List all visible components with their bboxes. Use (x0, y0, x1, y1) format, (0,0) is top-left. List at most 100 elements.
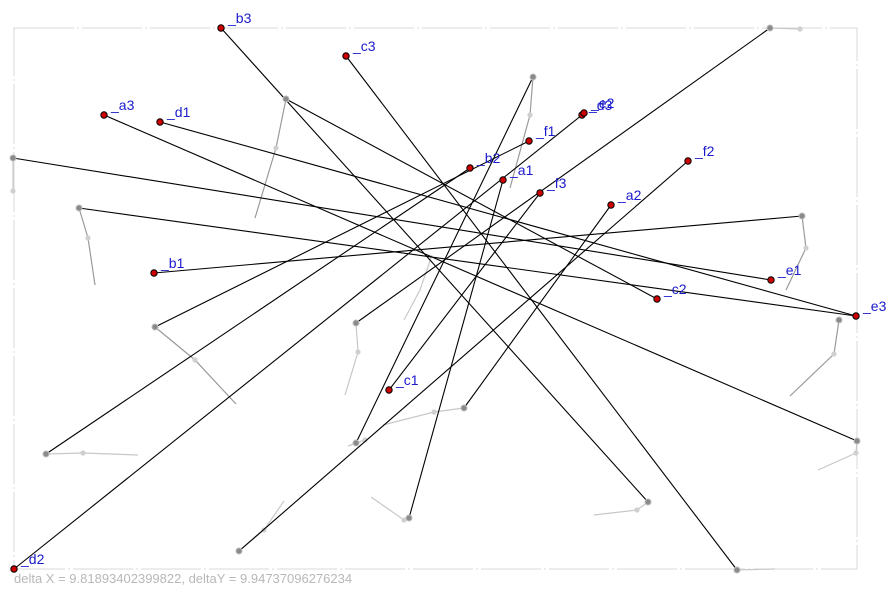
segment-14[interactable] (355, 76, 534, 444)
ghost-dot-14 (401, 517, 407, 523)
point-e3[interactable] (852, 312, 860, 320)
segment-1[interactable] (220, 27, 649, 503)
node-g2[interactable] (282, 95, 290, 103)
point-d2[interactable] (10, 565, 18, 573)
point-a1[interactable] (499, 176, 507, 184)
segment-13[interactable] (355, 27, 771, 324)
point-label-d2: _d2 (20, 551, 45, 567)
node-g13[interactable] (42, 450, 50, 458)
point-b1[interactable] (150, 269, 158, 277)
ghost-trail-5 (785, 215, 807, 291)
ghost-trail-17 (769, 27, 801, 30)
node-g9[interactable] (352, 319, 360, 327)
point-e1[interactable] (767, 276, 775, 284)
gray-nodes (9, 24, 861, 574)
point-label-d3: _d3 (588, 97, 613, 113)
ghost-dot-13 (634, 507, 640, 513)
node-g12[interactable] (853, 437, 861, 445)
segment-6[interactable] (12, 157, 772, 281)
ghost-dot-3 (10, 188, 16, 194)
frame (13, 27, 858, 570)
point-label-b2: _b2 (476, 150, 501, 166)
node-g17[interactable] (733, 566, 741, 574)
segment-5[interactable] (285, 98, 658, 300)
point-a3[interactable] (100, 111, 108, 119)
point-label-b3: _b3 (227, 10, 252, 26)
ghost-trail-4 (78, 207, 96, 286)
point-e2[interactable] (580, 109, 588, 117)
ghost-dot-7 (831, 351, 837, 357)
point-d1[interactable] (156, 118, 164, 126)
ghost-trail-6 (154, 326, 237, 405)
node-g3[interactable] (529, 73, 537, 81)
ghost-trail-8 (344, 322, 359, 396)
ghost-dot-9 (431, 409, 437, 415)
point-f1[interactable] (525, 137, 533, 145)
segments (12, 27, 858, 571)
node-g16[interactable] (235, 547, 243, 555)
point-label-a2: _a2 (617, 187, 642, 203)
segment-16[interactable] (388, 192, 541, 391)
point-label-a3: _a3 (110, 97, 135, 113)
segment-2[interactable] (345, 55, 738, 571)
ghost-dot-8 (355, 349, 361, 355)
ghost-trail-9 (382, 407, 465, 426)
point-label-c3: _c3 (352, 38, 376, 54)
ghost-trail-11 (817, 440, 858, 471)
segment-7[interactable] (78, 207, 857, 317)
ghost-trail-1 (254, 98, 287, 219)
segment-12[interactable] (238, 160, 689, 552)
ghost-dot-16 (797, 26, 803, 32)
point-label-e3: _e3 (862, 298, 887, 314)
segment-11[interactable] (13, 114, 583, 570)
node-g7[interactable] (151, 323, 159, 331)
point-c3[interactable] (342, 52, 350, 60)
point-label-b1: _b1 (160, 255, 185, 271)
ghost-dot-6 (192, 357, 198, 363)
ghost-trail-7 (789, 319, 840, 397)
ghost-dot-4 (85, 235, 91, 241)
segment-10[interactable] (45, 167, 471, 455)
point-f3[interactable] (536, 189, 544, 197)
point-c2[interactable] (653, 295, 661, 303)
segment-8[interactable] (153, 215, 803, 274)
point-label-f2: _f2 (694, 143, 715, 159)
node-g10[interactable] (460, 404, 468, 412)
node-g11[interactable] (352, 439, 360, 447)
point-a2[interactable] (607, 201, 615, 209)
point-b2[interactable] (466, 164, 474, 172)
point-b3[interactable] (217, 24, 225, 32)
node-g15[interactable] (405, 514, 413, 522)
point-label-a1: _a1 (509, 162, 534, 178)
labeled-points: _a1 _a2 _a3 _b1 _b2 _b3 _c1 _c2 _c3 _d1 _d2 _d3 _e1 _… (10, 10, 887, 573)
ghost-trail-13 (593, 501, 649, 516)
node-g1[interactable] (766, 24, 774, 32)
delta-readout: delta X = 9.81893402399822, deltaY = 9.9… (14, 571, 353, 586)
point-c1[interactable] (385, 386, 393, 394)
frame-border (13, 27, 858, 570)
segment-9[interactable] (154, 140, 530, 328)
ghost-trail-16 (736, 568, 776, 571)
ghost-trail-15 (238, 500, 285, 552)
node-g8[interactable] (835, 316, 843, 324)
segment-17[interactable] (463, 204, 612, 409)
point-label-d1: _d1 (166, 104, 191, 120)
node-g4[interactable] (9, 154, 17, 162)
point-label-e2: _e2 (590, 95, 615, 111)
point-label-e1: _e1 (777, 262, 802, 278)
node-g14[interactable] (644, 498, 652, 506)
segment-15[interactable] (408, 179, 504, 519)
ghost-trail-12 (45, 452, 139, 456)
ghost-trail-18 (403, 254, 433, 321)
segment-3[interactable] (103, 114, 858, 442)
ghost-dot-1 (273, 145, 279, 151)
point-label-c2: _c2 (663, 281, 687, 297)
ghost-trail-14 (370, 496, 410, 521)
ghost-dot-11 (853, 450, 859, 456)
node-g6[interactable] (798, 212, 806, 220)
point-label-f1: _f1 (535, 123, 556, 139)
node-g5[interactable] (75, 204, 83, 212)
point-f2[interactable] (684, 157, 692, 165)
ghost-dot-2 (527, 112, 533, 118)
